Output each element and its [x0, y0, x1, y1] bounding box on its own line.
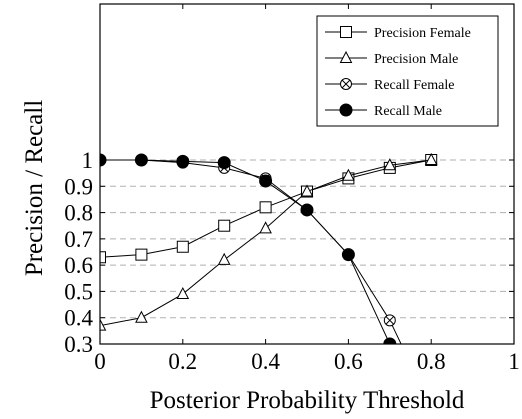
recall-female-point-cross [385, 316, 395, 325]
x-tick-label: 0.6 [334, 349, 363, 374]
precision-male-point [176, 286, 190, 300]
legend-marker-recall-female [340, 78, 352, 90]
precision-female-point [135, 248, 148, 261]
plot-frame [99, 3, 515, 345]
y-tick-label: 0.8 [64, 201, 93, 226]
x-tick-label: 0 [94, 349, 106, 374]
y-tick-label: 0.6 [64, 253, 93, 278]
x-tick-label: 0.8 [417, 349, 446, 374]
precision-female-point [259, 201, 272, 214]
legend: Precision Female Precision Male Recall Fem… [316, 15, 499, 127]
y-tick-label: 1 [82, 148, 94, 173]
x-tick-label: 1 [508, 349, 520, 374]
recall-male-point [217, 156, 231, 170]
legend-marker-precision-female [340, 26, 352, 38]
series-layer [100, 152, 438, 344]
legend-marker-recall-female-cross [341, 79, 351, 89]
recall-male-point [176, 154, 190, 168]
y-tick-label: 0.4 [64, 306, 93, 331]
x-axis-title: Posterior Probability Threshold [150, 387, 465, 414]
recall-male-line [100, 159, 391, 344]
recall-male-point [259, 174, 273, 188]
precision-male-point [217, 252, 231, 265]
precision-male-point [383, 158, 397, 171]
y-tick-label: 0.3 [64, 332, 93, 357]
recall-male-point [341, 248, 355, 262]
y-tick-label: 0.5 [64, 279, 93, 304]
legend-label-precision-male: Precision Male [374, 52, 458, 67]
x-tick-label: 0.2 [168, 349, 197, 374]
precision-male-point [342, 168, 355, 181]
ticks: 0.30.40.50.60.70.80.910 0.2 0.4 0.6 0.8 1 [64, 4, 520, 374]
legend-label-recall-female: Recall Female [374, 78, 454, 93]
recall-male-point [383, 337, 397, 344]
recall-male-point [300, 203, 314, 217]
legend-marker-recall-male [339, 103, 353, 117]
legend-label-recall-male: Recall Male [374, 104, 442, 119]
legend-label-precision-female: Precision Female [374, 26, 471, 41]
x-tick-label: 0.4 [251, 349, 280, 374]
y-axis-title: Precision / Recall [21, 100, 48, 276]
precision-male-point [135, 310, 148, 323]
precision-male-point [300, 184, 314, 197]
precision-female-point [218, 219, 231, 232]
precision-male-point [100, 318, 107, 331]
y-tick-label: 0.7 [64, 227, 93, 252]
precision-female-point [176, 240, 189, 253]
precision-male-point [259, 221, 272, 234]
precision-male-point [424, 152, 438, 165]
y-tick-label: 0.9 [64, 174, 93, 199]
legend-marker-precision-male [339, 50, 353, 63]
recall-male-point [134, 153, 148, 167]
recall-female-point [383, 314, 396, 327]
precision-female-point [100, 251, 106, 264]
